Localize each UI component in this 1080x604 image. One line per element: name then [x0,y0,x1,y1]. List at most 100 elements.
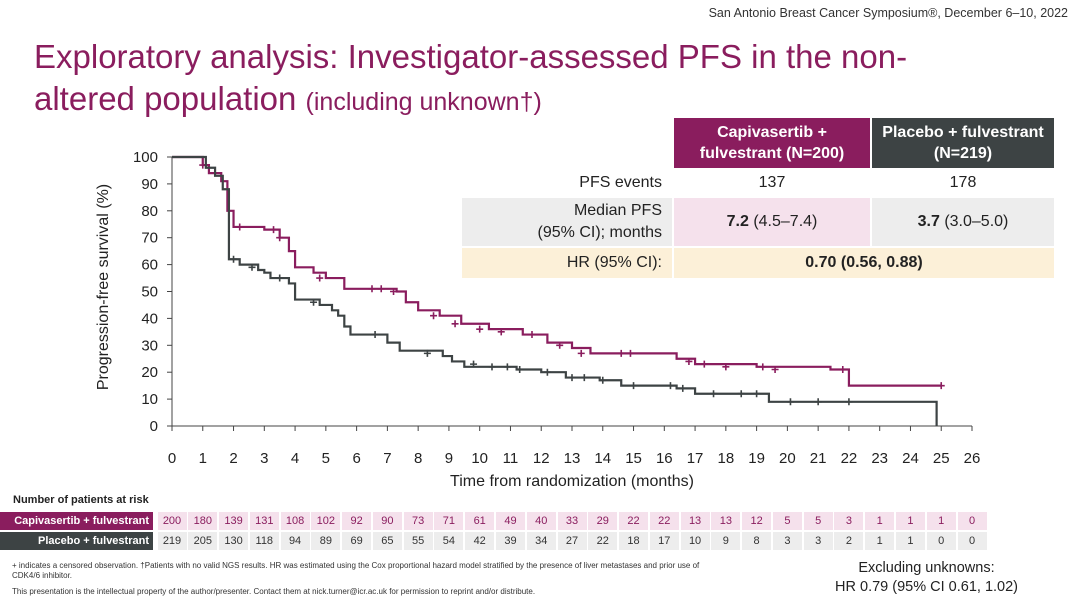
at-risk-count: 69 [342,532,372,550]
censor-mark [759,363,767,371]
median-label-line2: (95% CI); months [537,224,662,241]
censor-mark [543,368,551,376]
at-risk-count: 90 [372,512,402,530]
at-risk-count: 118 [249,532,279,550]
at-risk-count: 89 [311,532,341,550]
y-tick-label: 100 [133,149,158,166]
censor-mark [230,255,238,263]
censor-mark [316,274,324,282]
censor-mark [368,285,376,293]
censor-mark [310,298,318,306]
slide-title: Exploratory analysis: Investigator-asses… [34,36,934,123]
censor-mark [423,349,431,357]
x-tick-label: 5 [322,450,330,467]
y-tick-label: 70 [141,230,158,247]
censor-mark [528,331,536,339]
x-tick-label: 10 [471,450,488,467]
median-pla-ci: (3.0–5.0) [944,213,1009,230]
censor-mark [685,357,693,365]
hr-label: HR (95% CI): [462,248,672,278]
risk-label-placebo: Placebo + fulvestrant [0,532,153,550]
censor-mark [722,363,730,371]
censor-mark [276,234,284,242]
censor-mark [617,349,625,357]
excluding-unknowns: Excluding unknowns: HR 0.79 (95% CI 0.61… [835,559,1018,597]
at-risk-count: 22 [619,512,649,530]
at-risk-count: 49 [495,512,525,530]
censor-mark [497,328,505,336]
median-cap-value: 7.2 [726,213,749,230]
at-risk-count: 3 [834,512,864,530]
x-tick-label: 6 [352,450,360,467]
at-risk-count: 17 [649,532,679,550]
at-risk-count: 22 [649,512,679,530]
at-risk-count: 73 [403,512,433,530]
pfs-events-cap: 137 [758,174,786,191]
x-tick-label: 24 [902,450,919,467]
at-risk-count: 92 [342,512,372,530]
at-risk-count: 2 [834,532,864,550]
at-risk-count: 180 [188,512,218,530]
at-risk-count: 1 [865,512,895,530]
censor-mark [845,398,853,406]
censor-mark [516,366,524,374]
y-tick-label: 10 [141,391,158,408]
y-tick-label: 20 [141,364,158,381]
x-tick-label: 4 [291,450,299,467]
at-risk-count: 3 [803,532,833,550]
excluding-unknowns-title: Excluding unknowns: [858,560,995,576]
at-risk-count: 65 [372,532,402,550]
x-axis-label: Time from randomization (months) [450,473,694,490]
x-tick-label: 13 [564,450,581,467]
risk-label-capivasertib: Capivasertib + fulvestrant [0,512,153,530]
censor-mark [814,398,822,406]
x-tick-label: 19 [748,450,765,467]
pfs-events-pla: 178 [949,174,977,191]
censor-mark [270,226,278,234]
y-tick-label: 40 [141,310,158,327]
censor-mark [476,325,484,333]
censor-mark [839,366,847,374]
km-curve-capivasertib [172,155,942,387]
censor-mark [786,398,794,406]
median-pfs-pla: 3.7 (3.0–5.0) [872,198,1054,246]
censor-mark [666,382,674,390]
censor-mark [568,374,576,382]
x-tick-label: 20 [779,450,796,467]
at-risk-count: 13 [711,512,741,530]
censor-mark [679,384,687,392]
at-risk-count: 13 [680,512,710,530]
censor-mark [451,320,459,328]
y-tick-label: 30 [141,337,158,354]
risk-row-capivasertib: Capivasertib + fulvestrant 200 180 139 131 1… [0,512,990,530]
median-pla-value: 3.7 [917,213,940,230]
slide-title-sub: (including unknown†) [305,88,542,116]
at-risk-count: 22 [588,532,618,550]
x-tick-label: 12 [533,450,550,467]
at-risk-count: 54 [434,532,464,550]
at-risk-count: 102 [311,512,341,530]
at-risk-count: 0 [926,532,956,550]
x-tick-label: 3 [260,450,268,467]
censor-mark [377,285,385,293]
at-risk-count: 55 [403,532,433,550]
hr-value: 0.70 (0.56, 0.88) [674,248,1054,278]
censor-mark [503,363,511,371]
x-tick-label: 1 [199,450,207,467]
censor-mark [430,312,438,320]
at-risk-count: 94 [280,532,310,550]
x-tick-label: 25 [933,450,950,467]
at-risk-count: 108 [280,512,310,530]
at-risk-count: 27 [557,532,587,550]
x-tick-label: 17 [687,450,704,467]
x-tick-label: 2 [229,450,237,467]
censor-mark [626,349,634,357]
at-risk-count: 200 [157,512,187,530]
at-risk-count: 39 [495,532,525,550]
at-risk-count: 71 [434,512,464,530]
censor-mark [599,376,607,384]
x-tick-label: 14 [594,450,611,467]
x-tick-label: 18 [718,450,735,467]
